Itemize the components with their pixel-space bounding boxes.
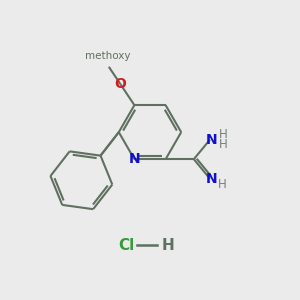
Text: N: N	[206, 172, 217, 186]
Text: H: H	[218, 178, 227, 191]
Text: Cl: Cl	[118, 238, 134, 253]
Text: methoxy: methoxy	[85, 52, 130, 61]
Text: H: H	[161, 238, 174, 253]
Text: H: H	[219, 128, 228, 141]
Text: H: H	[219, 138, 228, 151]
Text: N: N	[206, 133, 217, 147]
Text: O: O	[114, 77, 126, 91]
Text: N: N	[129, 152, 140, 166]
